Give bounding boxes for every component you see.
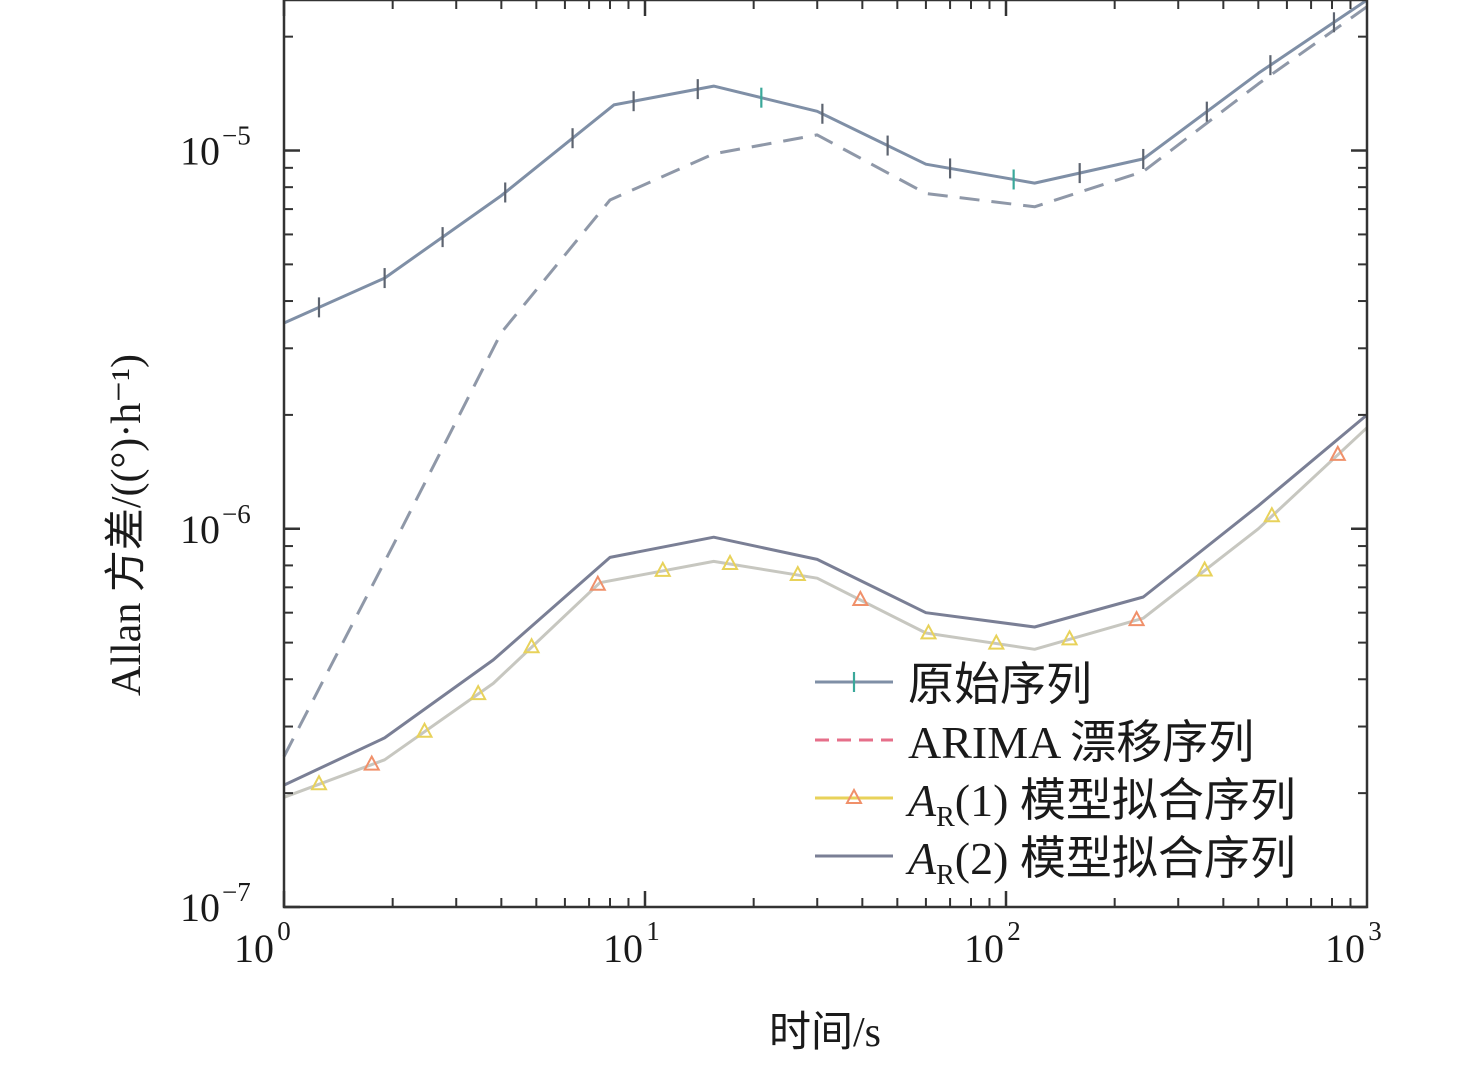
series-3-marker [1263, 506, 1281, 523]
series-3-marker [363, 754, 381, 771]
y-tick-exponent: −7 [222, 877, 251, 907]
series-3-marker [851, 589, 870, 606]
series-layer [282, 0, 1369, 799]
legend-label-2: ARIMA 漂移序列 [908, 717, 1254, 768]
x-tick-label: 10 [603, 926, 643, 971]
series-3-marker [987, 633, 1005, 650]
x-tick-label: 10 [1325, 926, 1365, 971]
series-3-marker [469, 683, 487, 701]
x-tick-exponent: 3 [1368, 916, 1382, 946]
series-line-2 [282, 5, 1368, 758]
series-3-marker [654, 560, 672, 577]
x-tick-label: 10 [964, 926, 1004, 971]
series-3-marker [310, 774, 328, 791]
x-tick-label: 10 [234, 926, 274, 971]
series-3-marker [1195, 560, 1214, 577]
y-tick-label: 10 [180, 885, 220, 930]
series-line-4 [283, 413, 1368, 787]
series-3-marker [1127, 610, 1146, 627]
legend-label-3: AR(1) 模型拟合序列 [905, 775, 1296, 833]
x-tick-exponent: 0 [277, 916, 291, 946]
y-tick-label: 10 [180, 507, 220, 552]
legend-label-4: AR(2) 模型拟合序列 [905, 833, 1296, 891]
series-3-marker [1329, 444, 1347, 461]
series-3-marker [522, 637, 541, 654]
series-3-marker [919, 623, 938, 640]
legend-label-1: 原始序列 [908, 659, 1092, 710]
plot-frame [282, 0, 1369, 909]
series-3-marker [1060, 629, 1079, 646]
y-tick-label: 10 [180, 129, 220, 174]
tick-layer: 10 0 10 1 10 2 10 310 −710 −610 −5 [180, 0, 1382, 971]
series-line-3 [283, 426, 1369, 799]
x-axis-title: 时间/s [769, 1010, 881, 1056]
y-axis-title: Allan 方差/((°)·h⁻¹) [104, 354, 150, 696]
x-tick-exponent: 2 [1007, 916, 1021, 946]
x-tick-exponent: 1 [646, 916, 660, 946]
y-tick-exponent: −5 [222, 121, 251, 151]
series-line-1 [283, 0, 1368, 325]
legend-swatch-3-marker [845, 787, 863, 804]
series-3-marker [415, 721, 434, 738]
marker-layer [310, 12, 1347, 791]
series-3-marker [589, 574, 607, 591]
y-tick-exponent: −6 [222, 499, 251, 529]
series-3-marker [789, 564, 807, 582]
series-3-marker [721, 553, 739, 571]
